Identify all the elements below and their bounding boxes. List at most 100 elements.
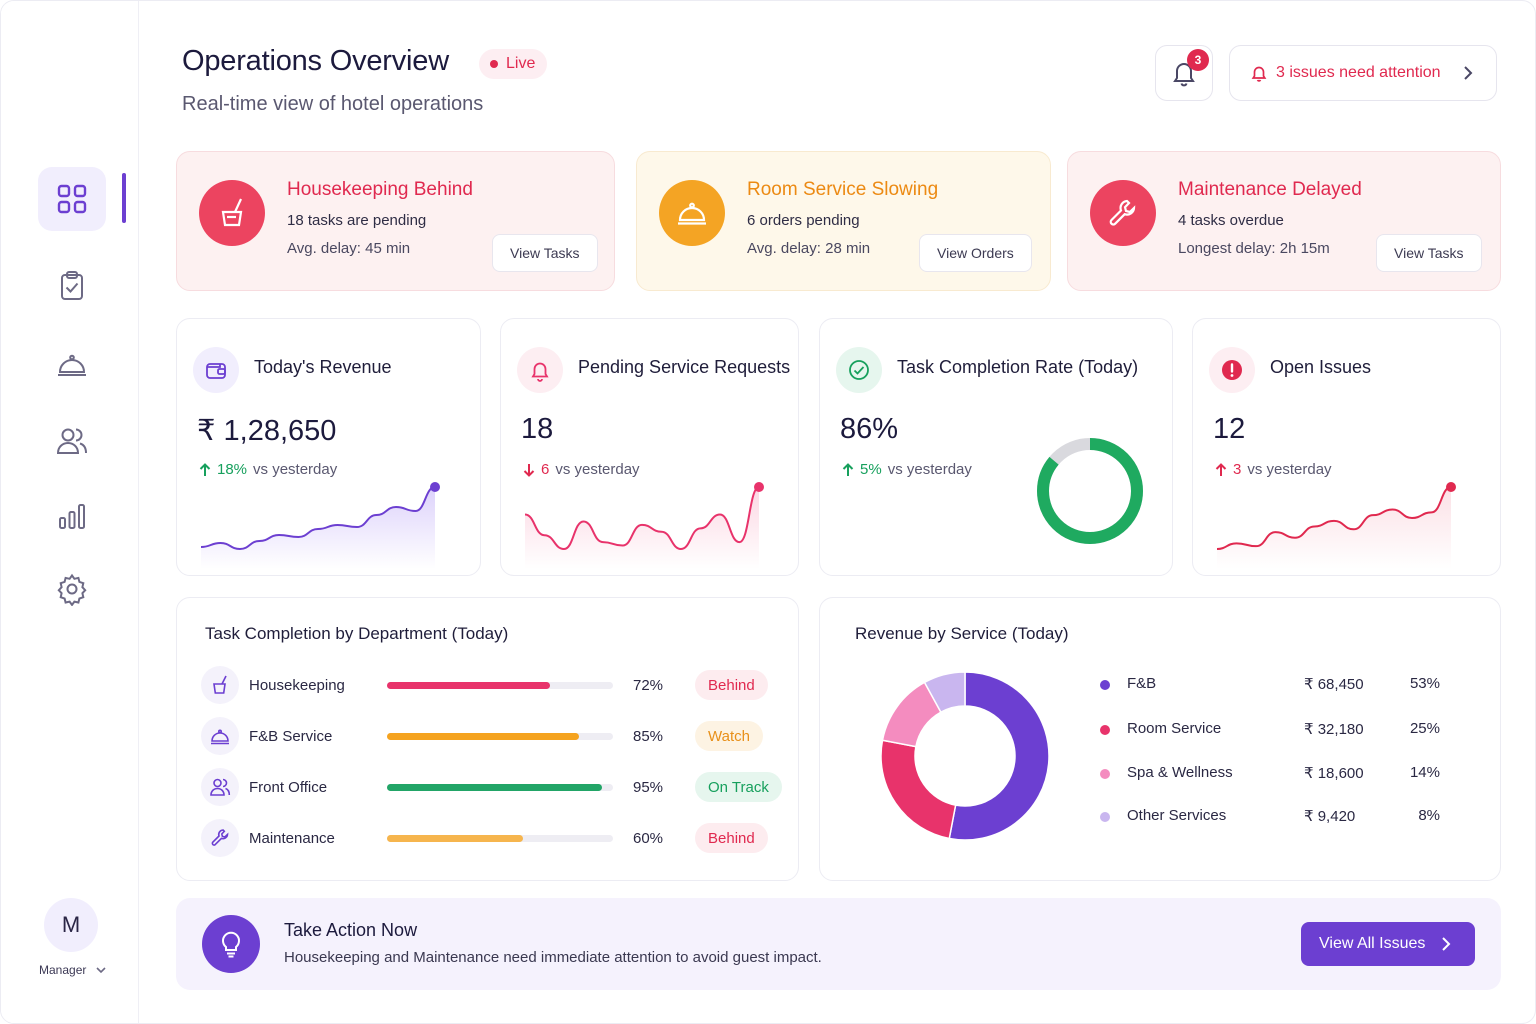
sidebar-item-services[interactable] xyxy=(38,332,106,396)
live-dot-icon xyxy=(490,60,498,68)
arrow-down-icon xyxy=(523,463,535,477)
donut-slice-3 xyxy=(923,671,966,714)
revenue-donut-chart xyxy=(880,671,1050,841)
legend-dot xyxy=(1100,769,1110,779)
revenue-row-spa: Spa & Wellness ₹ 18,600 14% xyxy=(1100,762,1450,786)
service-percent: 53% xyxy=(1409,675,1440,692)
status-badge: Behind xyxy=(695,670,768,700)
user-role-label: Manager xyxy=(39,963,87,977)
sidebar-item-staff[interactable] xyxy=(38,409,106,473)
status-badge: Behind xyxy=(695,823,768,853)
service-name: Other Services xyxy=(1127,807,1227,824)
kpi-title: Task Completion Rate (Today) xyxy=(897,357,1139,377)
wallet-icon xyxy=(193,347,239,393)
service-bell-icon xyxy=(659,180,725,246)
kpi-delta-text: vs yesterday xyxy=(1247,461,1332,478)
view-orders-button[interactable]: View Orders xyxy=(919,234,1032,272)
kpi-value: 18 xyxy=(521,413,554,445)
sidebar-item-tasks[interactable] xyxy=(38,254,106,318)
service-amount: ₹ 18,600 xyxy=(1304,765,1364,782)
alert-card-maintenance: Maintenance Delayed 4 tasks overdue Long… xyxy=(1067,151,1501,291)
kpi-delta-value: 6 xyxy=(541,461,550,478)
alert-detail: 4 tasks overdue xyxy=(1178,212,1284,229)
service-amount: ₹ 68,450 xyxy=(1304,676,1364,693)
sparkline-area xyxy=(201,487,435,569)
sidebar-item-settings[interactable] xyxy=(38,557,106,621)
active-nav-indicator xyxy=(122,173,126,223)
alert-delay: Avg. delay: 45 min xyxy=(287,240,411,257)
revenue-row-other: Other Services ₹ 9,420 8% xyxy=(1100,805,1450,829)
view-tasks-button[interactable]: View Tasks xyxy=(492,234,598,272)
alert-detail: 6 orders pending xyxy=(747,212,860,229)
issues-alert-label: 3 issues need attention xyxy=(1276,64,1441,81)
service-name: Room Service xyxy=(1127,720,1222,737)
kpi-card-completion-rate: Task Completion Rate (Today) 86% 5% vs y… xyxy=(819,318,1173,576)
chevron-right-icon xyxy=(1464,66,1473,80)
kpi-delta-value: 18% xyxy=(217,461,248,478)
view-all-issues-button[interactable]: View All Issues xyxy=(1301,922,1475,966)
sparkline-end-point xyxy=(754,482,764,492)
sidebar-item-dashboard[interactable] xyxy=(38,167,106,231)
revenue-row-room-service: Room Service ₹ 32,180 25% xyxy=(1100,718,1450,742)
department-row-front-office[interactable]: Front Office 95% On Track xyxy=(201,768,782,808)
revenue-trend-sparkline xyxy=(200,482,440,569)
kpi-delta-value: 5% xyxy=(860,461,882,478)
kpi-title: Pending Service Requests xyxy=(578,357,791,377)
service-bell-icon xyxy=(58,354,86,376)
sparkline-line xyxy=(200,486,436,551)
service-percent: 14% xyxy=(1409,764,1440,781)
chevron-down-icon xyxy=(96,966,106,973)
page-subtitle: Real-time view of hotel operations xyxy=(182,93,484,115)
service-percent: 25% xyxy=(1409,720,1440,737)
progress-track xyxy=(387,733,613,740)
progress-fill xyxy=(387,835,523,842)
check-circle-icon xyxy=(836,347,882,393)
alert-card-room-service: Room Service Slowing 6 orders pending Av… xyxy=(636,151,1051,291)
wrench-icon xyxy=(201,819,239,857)
service-percent: 8% xyxy=(1418,807,1440,824)
arrow-up-icon xyxy=(842,462,854,476)
user-avatar[interactable]: M xyxy=(44,898,98,952)
view-tasks-button[interactable]: View Tasks xyxy=(1376,234,1482,272)
notification-count-badge: 3 xyxy=(1187,49,1209,71)
settings-gear-icon xyxy=(57,573,87,606)
kpi-delta-text: vs yesterday xyxy=(555,461,640,478)
progress-fill xyxy=(387,784,602,791)
lightbulb-icon xyxy=(202,915,260,973)
donut-slice-1 xyxy=(880,739,957,840)
kpi-delta: 6 vs yesterday xyxy=(523,461,640,478)
status-badge: On Track xyxy=(695,772,782,802)
department-row-fb-service[interactable]: F&B Service 85% Watch xyxy=(201,717,771,757)
service-bell-icon xyxy=(517,347,563,393)
department-percent: 60% xyxy=(633,830,664,847)
kpi-card-open-issues: Open Issues 12 3 vs yesterday xyxy=(1192,318,1501,576)
live-label: Live xyxy=(506,55,536,72)
department-row-housekeeping[interactable]: Housekeeping 72% Behind xyxy=(201,666,771,706)
dashboard-grid-icon xyxy=(57,184,87,214)
department-percent: 72% xyxy=(633,677,664,694)
kpi-card-pending-requests: Pending Service Requests 18 6 vs yesterd… xyxy=(500,318,799,576)
service-amount: ₹ 9,420 xyxy=(1304,808,1356,825)
issues-alert-button[interactable]: 3 issues need attention xyxy=(1229,45,1497,101)
sparkline-area xyxy=(525,487,759,569)
users-icon xyxy=(56,428,87,454)
cleaning-bucket-icon xyxy=(199,180,265,246)
arrow-up-icon xyxy=(1215,462,1227,476)
user-role-menu[interactable]: Manager xyxy=(39,963,106,977)
alert-detail: 18 tasks are pending xyxy=(287,212,427,229)
kpi-title: Open Issues xyxy=(1270,357,1372,377)
alert-delay: Longest delay: 2h 15m xyxy=(1178,240,1330,257)
department-name: Front Office xyxy=(249,779,328,796)
sidebar-item-reports[interactable] xyxy=(38,484,106,548)
kpi-card-revenue: Today's Revenue ₹ 1,28,650 18% vs yester… xyxy=(176,318,481,576)
department-name: Maintenance xyxy=(249,830,335,847)
department-name: Housekeeping xyxy=(249,677,345,694)
page-title: Operations Overview xyxy=(182,45,449,77)
service-amount: ₹ 32,180 xyxy=(1304,721,1364,738)
alert-bell-icon xyxy=(1251,66,1267,82)
clipboard-check-icon xyxy=(61,271,83,300)
sparkline-end-point xyxy=(1446,482,1456,492)
department-row-maintenance[interactable]: Maintenance 60% Behind xyxy=(201,819,771,859)
legend-dot xyxy=(1100,725,1110,735)
kpi-value: ₹ 1,28,650 xyxy=(197,415,337,447)
